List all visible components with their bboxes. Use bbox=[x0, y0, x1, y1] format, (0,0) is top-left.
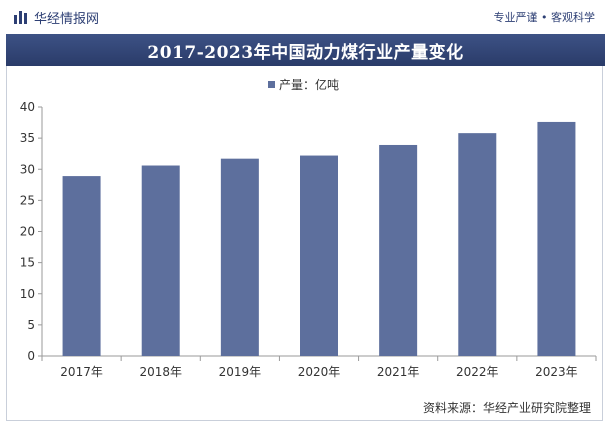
slogan: 专业严谨 • 客观科学 bbox=[493, 11, 595, 24]
y-tick-label: 35 bbox=[20, 131, 35, 145]
x-tick-label: 2022年 bbox=[456, 365, 499, 379]
legend: 产量：亿吨 bbox=[268, 76, 339, 93]
brand-logo-icon bbox=[14, 10, 27, 24]
brand-name: 华经情报网 bbox=[34, 11, 100, 27]
x-axis: 2017年 2018年 2019年 2020年 2021年 2022年 2023年 bbox=[41, 355, 597, 379]
bar-5 bbox=[379, 144, 418, 356]
chart-frame bbox=[6, 66, 603, 421]
x-tick-label: 2017年 bbox=[60, 365, 103, 379]
y-tick-label: 40 bbox=[20, 100, 35, 114]
bar-1 bbox=[62, 176, 101, 356]
x-tick-label: 2018年 bbox=[139, 365, 182, 379]
chart-title: 2017-2023年中国动力煤行业产量变化 bbox=[147, 42, 464, 63]
bar-6 bbox=[458, 133, 497, 356]
x-tick-label: 2019年 bbox=[219, 365, 262, 379]
legend-label: 产量：亿吨 bbox=[279, 78, 340, 92]
y-tick-label: 0 bbox=[27, 349, 35, 363]
x-tick-label: 2021年 bbox=[377, 365, 420, 379]
legend-swatch bbox=[268, 81, 275, 88]
y-axis: 0 5 10 15 20 25 30 35 40 bbox=[20, 100, 43, 363]
bar-3 bbox=[220, 158, 259, 356]
bar-2 bbox=[141, 165, 180, 356]
source-note: 资料来源：华经产业研究院整理 bbox=[422, 401, 591, 415]
bar-4 bbox=[300, 155, 338, 356]
x-tick-label: 2020年 bbox=[298, 365, 341, 379]
bar-7 bbox=[537, 121, 576, 356]
top-bar: 华经情报网 专业严谨 • 客观科学 bbox=[0, 0, 611, 34]
bars bbox=[62, 121, 576, 356]
y-tick-label: 25 bbox=[20, 193, 35, 207]
brand: 华经情报网 bbox=[14, 8, 99, 27]
y-tick-label: 20 bbox=[20, 225, 35, 239]
y-tick-label: 30 bbox=[20, 162, 35, 176]
y-tick-label: 10 bbox=[20, 287, 35, 301]
y-tick-label: 5 bbox=[27, 318, 35, 332]
y-tick-label: 15 bbox=[20, 256, 35, 270]
chart-title-bar: 2017-2023年中国动力煤行业产量变化 bbox=[6, 34, 605, 66]
x-tick-label: 2023年 bbox=[535, 365, 578, 379]
